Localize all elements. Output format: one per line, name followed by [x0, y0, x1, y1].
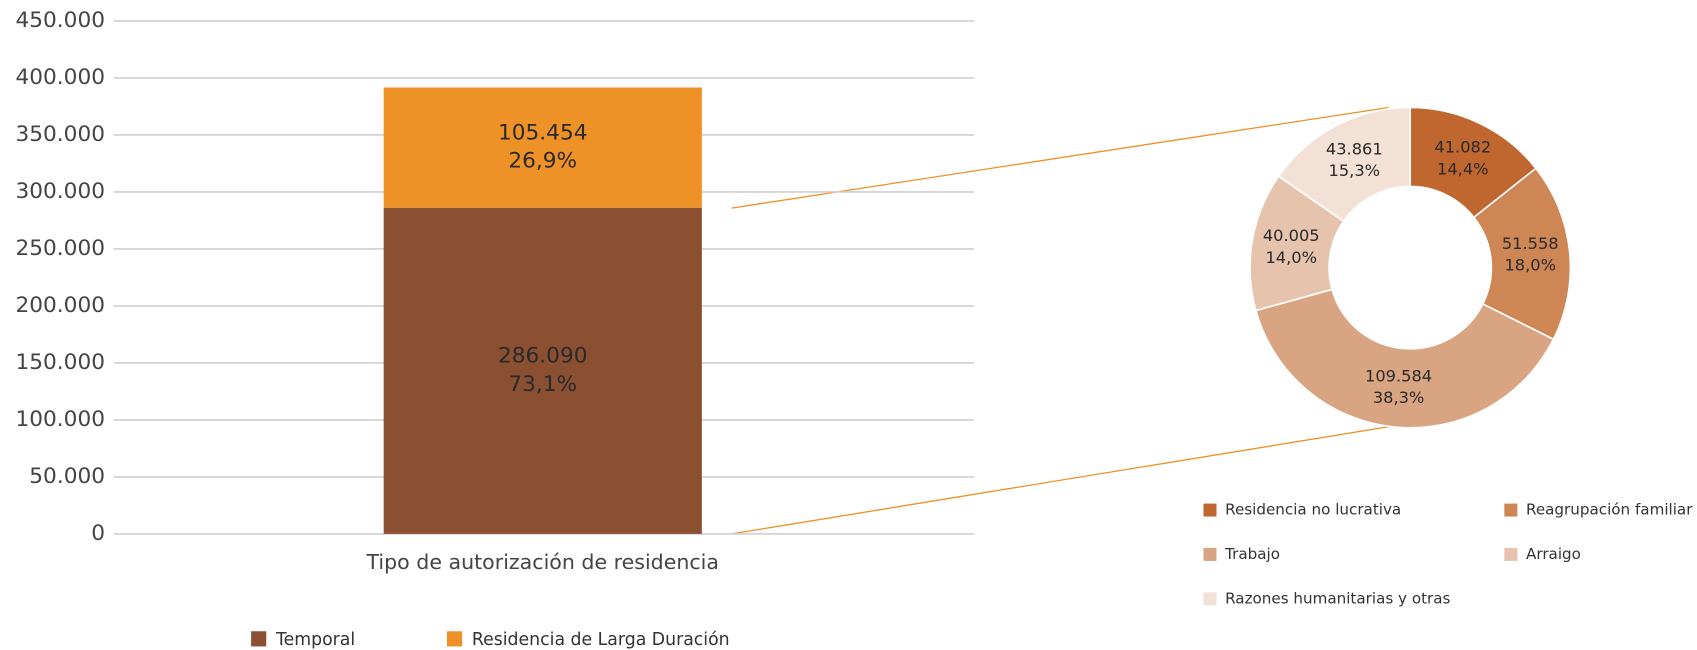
value-label: 40.005	[1263, 226, 1320, 245]
legend-swatch	[446, 631, 463, 647]
percent-label: 26,9%	[508, 149, 577, 174]
percent-label: 38,3%	[1373, 388, 1425, 407]
y-tick-label: 250.000	[16, 236, 105, 261]
legend-swatch	[1504, 503, 1518, 517]
percent-label: 18,0%	[1504, 256, 1556, 275]
y-tick-label: 400.000	[16, 65, 105, 90]
y-tick-label: 450.000	[16, 8, 105, 33]
y-tick-label: 100.000	[16, 407, 105, 432]
legend-label: Residencia de Larga Duración	[472, 630, 730, 650]
percent-label: 14,4%	[1437, 159, 1489, 178]
legend-label: Arraigo	[1526, 545, 1581, 563]
y-tick-label: 350.000	[16, 122, 105, 147]
donut-slice	[1277, 106, 1412, 223]
legend-label: Razones humanitarias y otras	[1225, 589, 1450, 607]
y-tick-label: 150.000	[16, 350, 105, 375]
legend-label: Residencia no lucrativa	[1225, 501, 1401, 519]
connector-line	[731, 426, 1389, 535]
percent-label: 15,3%	[1329, 161, 1381, 180]
legend-swatch	[251, 631, 267, 647]
value-label: 43.861	[1326, 139, 1383, 158]
donut-slice	[1254, 288, 1555, 429]
donut-slice	[1472, 167, 1572, 341]
y-tick-label: 200.000	[16, 293, 105, 318]
legend-swatch	[1203, 547, 1217, 561]
percent-label: 73,1%	[508, 372, 577, 397]
value-label: 41.082	[1434, 138, 1491, 157]
legend-swatch	[1203, 592, 1217, 606]
value-label: 51.558	[1502, 234, 1559, 253]
legend-swatch	[1504, 547, 1518, 561]
legend-label: Temporal	[275, 630, 355, 650]
y-tick-label: 50.000	[29, 464, 105, 489]
x-tick-label: Tipo de autorización de residencia	[366, 550, 719, 574]
legend-label: Trabajo	[1224, 545, 1280, 563]
y-tick-label: 300.000	[16, 179, 105, 204]
bar-segment	[383, 87, 702, 208]
value-label: 109.584	[1365, 366, 1432, 385]
y-tick-label: 0	[91, 521, 105, 546]
value-label: 105.454	[498, 121, 587, 146]
value-label: 286.090	[498, 344, 587, 369]
legend-label: Reagrupación familiar	[1526, 501, 1693, 519]
legend-swatch	[1203, 503, 1217, 517]
bar-segment	[383, 207, 702, 534]
percent-label: 14,0%	[1265, 248, 1317, 267]
